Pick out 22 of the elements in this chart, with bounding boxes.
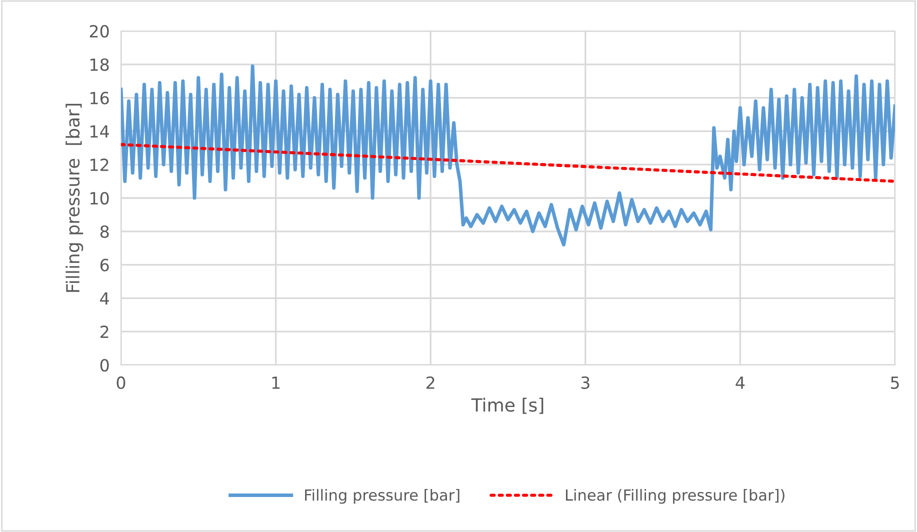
y-tick-label: 8: [100, 225, 109, 238]
y-tick-label: 18: [90, 58, 109, 71]
y-tick-label: 6: [100, 258, 109, 272]
y-tick-label: 16: [90, 92, 109, 104]
x-tick-label: 1: [272, 376, 280, 389]
y-tick-label: 4: [100, 292, 109, 305]
x-tick-label: 3: [581, 376, 590, 390]
y-tick-label: 0: [100, 358, 109, 372]
x-tick-label: 2: [426, 376, 434, 389]
y-axis-title: Filling pressure [bar]: [66, 104, 84, 292]
x-tick-label: 4: [736, 376, 745, 389]
legend-label: Filling pressure [bar]: [305, 488, 460, 504]
legend-label: Linear (Filling pressure [bar]): [566, 488, 784, 504]
y-tick-label: 2: [100, 326, 108, 338]
x-tick-label: 0: [116, 376, 126, 390]
line-series: [121, 64, 895, 246]
x-axis-title: Time [s]: [471, 398, 544, 414]
y-tick-label: 12: [90, 158, 108, 171]
y-tick-label: 10: [90, 192, 109, 205]
y-tick-label: 14: [90, 125, 109, 138]
y-tick-label: 20: [90, 24, 109, 38]
x-tick-label: 5: [890, 376, 899, 390]
